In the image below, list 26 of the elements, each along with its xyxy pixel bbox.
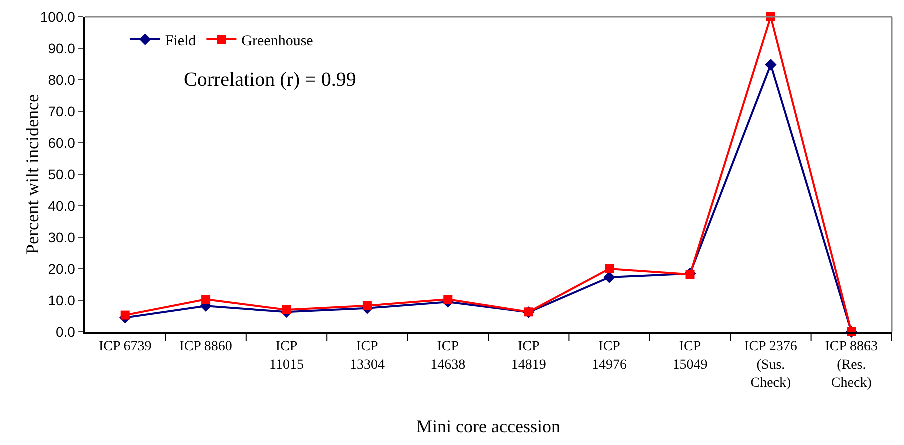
y-tick-label: 20.0 <box>48 260 76 277</box>
x-tick-label: ICP 13304 <box>350 340 385 373</box>
x-tick-label: ICP 14819 <box>511 340 546 373</box>
y-tick-label: 70.0 <box>48 103 76 120</box>
y-tick-label: 50.0 <box>48 166 76 182</box>
x-tick-label: ICP 6739 <box>98 340 152 355</box>
x-tick-label: ICP 2376 (Sus. Check) <box>744 340 798 391</box>
legend-label: Greenhouse <box>242 33 314 50</box>
y-tick-label: 10.0 <box>48 292 76 308</box>
y-tick-label: 90.0 <box>48 40 76 56</box>
x-tick-label: ICP 8860 <box>180 340 232 355</box>
x-axis-title: Mini core accession <box>416 416 560 437</box>
y-tick-label: 0.0 <box>56 324 76 340</box>
x-tick-label: ICP 14638 <box>430 340 466 373</box>
legend-label: Field <box>165 33 197 50</box>
x-tick-label: ICP 15049 <box>672 340 708 373</box>
y-tick-label: 30.0 <box>48 229 76 246</box>
y-axis-title: Percent wilt incidence <box>22 94 42 254</box>
y-tick-label: 100.0 <box>40 8 76 25</box>
y-tick-label: 80.0 <box>48 72 76 88</box>
x-tick-label: ICP 11015 <box>270 340 304 373</box>
y-tick-label: 40.0 <box>48 198 76 214</box>
y-tick-label: 60.0 <box>48 134 76 151</box>
x-tick-label: ICP 8863 (Res. Check) <box>825 340 878 391</box>
annotation: Correlation (r) = 0.99 <box>184 69 356 91</box>
x-tick-label: ICP 14976 <box>592 340 628 373</box>
